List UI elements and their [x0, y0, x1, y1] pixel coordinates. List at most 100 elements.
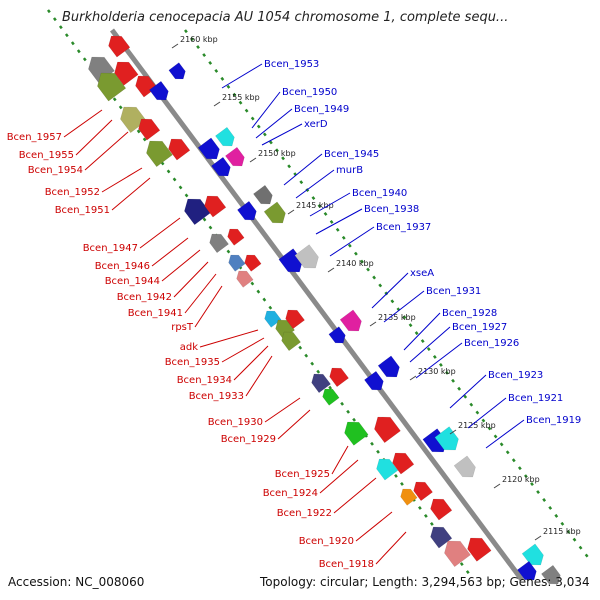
- gene-arrow-44[interactable]: [392, 452, 415, 475]
- gene-arrow-3[interactable]: [97, 72, 127, 102]
- gene-arrow-39[interactable]: [374, 416, 401, 444]
- gene-arrow-34[interactable]: [364, 370, 384, 391]
- reverse-gene-label[interactable]: Bcen_1933: [189, 391, 244, 402]
- gene-arrow-29[interactable]: [264, 310, 282, 328]
- gene-arrow-12[interactable]: [197, 137, 220, 160]
- reverse-gene-label[interactable]: adk: [180, 342, 198, 353]
- gene-arrow-27[interactable]: [339, 309, 362, 332]
- gene-arrow-26[interactable]: [236, 270, 254, 288]
- kbp-tick-label: 2140 kbp: [336, 259, 374, 268]
- gene-arrow-25[interactable]: [244, 254, 262, 272]
- gene-arrow-14[interactable]: [211, 156, 231, 177]
- forward-gene-label[interactable]: Bcen_1940: [352, 188, 407, 199]
- gene-arrow-0[interactable]: [108, 35, 131, 58]
- forward-gene-label[interactable]: Bcen_1919: [526, 415, 581, 426]
- forward-gene-label[interactable]: Bcen_1938: [364, 204, 419, 215]
- reverse-gene-label[interactable]: Bcen_1941: [128, 308, 183, 319]
- reverse-gene-label[interactable]: Bcen_1920: [299, 536, 354, 547]
- gene-arrow-13[interactable]: [225, 146, 245, 167]
- gene-arrow-47[interactable]: [430, 498, 453, 521]
- reverse-gene-label[interactable]: Bcen_1955: [19, 150, 74, 161]
- gene-arrow-43[interactable]: [376, 458, 399, 481]
- reverse-gene-label[interactable]: Bcen_1930: [208, 417, 263, 428]
- reverse-gene-label[interactable]: Bcen_1951: [55, 205, 110, 216]
- gene-arrow-28[interactable]: [328, 326, 346, 344]
- kbp-tick-label: 2135 kbp: [378, 313, 416, 322]
- gene-arrow-5[interactable]: [168, 62, 186, 80]
- reverse-gene-label[interactable]: Bcen_1944: [105, 276, 160, 287]
- gene-arrow-20[interactable]: [209, 233, 229, 254]
- reverse-gene-label[interactable]: Bcen_1925: [275, 469, 330, 480]
- gene-arrow-38[interactable]: [344, 421, 369, 446]
- gene-arrow-46[interactable]: [413, 481, 433, 502]
- label-leader: [333, 477, 377, 514]
- gene-arrow-50[interactable]: [467, 537, 492, 562]
- gene-arrow-49[interactable]: [444, 540, 471, 568]
- label-leader: [63, 109, 103, 138]
- reverse-gene-label[interactable]: Bcen_1922: [277, 508, 332, 519]
- gene-arrow-7[interactable]: [120, 106, 147, 134]
- gene-arrow-53[interactable]: [541, 564, 561, 585]
- forward-gene-label[interactable]: Bcen_1931: [426, 286, 481, 297]
- forward-gene-label[interactable]: murB: [336, 165, 363, 176]
- gene-arrow-37[interactable]: [322, 388, 340, 406]
- gene-arrow-36[interactable]: [329, 367, 349, 388]
- gene-arrow-8[interactable]: [138, 118, 161, 141]
- gene-arrow-16[interactable]: [204, 195, 227, 218]
- reverse-gene-label[interactable]: Bcen_1947: [83, 243, 138, 254]
- forward-gene-label[interactable]: Bcen_1937: [376, 222, 431, 233]
- gene-arrow-21[interactable]: [227, 228, 245, 246]
- gene-arrow-19[interactable]: [237, 200, 257, 221]
- forward-gene-label[interactable]: Bcen_1950: [282, 87, 337, 98]
- kbp-tick-label: 2130 kbp: [418, 367, 456, 376]
- forward-gene-label[interactable]: Bcen_1927: [452, 322, 507, 333]
- forward-gene-label[interactable]: Bcen_1949: [294, 104, 349, 115]
- gene-arrow-51[interactable]: [521, 543, 544, 566]
- forward-gene-label[interactable]: xseA: [410, 268, 434, 279]
- reverse-gene-label[interactable]: Bcen_1954: [28, 165, 83, 176]
- gene-arrow-4[interactable]: [135, 75, 158, 98]
- reverse-gene-label[interactable]: rpsT: [171, 322, 194, 333]
- topology-text: Topology: circular; Length: 3,294,563 bp…: [260, 575, 590, 589]
- gene-arrow-10[interactable]: [168, 138, 191, 161]
- kbp-tick-mark: [327, 267, 335, 273]
- gene-arrow-6[interactable]: [149, 80, 169, 101]
- gene-arrow-33[interactable]: [377, 355, 400, 378]
- gene-arrow-9[interactable]: [146, 140, 173, 168]
- reverse-gene-label[interactable]: Bcen_1918: [319, 559, 374, 570]
- reverse-gene-label[interactable]: Bcen_1934: [177, 375, 232, 386]
- forward-gene-label[interactable]: Bcen_1945: [324, 149, 379, 160]
- gene-arrow-45[interactable]: [400, 488, 418, 506]
- gene-arrow-23[interactable]: [294, 244, 319, 269]
- dotted-tracks: [46, 9, 591, 576]
- forward-gene-label[interactable]: Bcen_1923: [488, 370, 543, 381]
- gene-arrow-48[interactable]: [430, 526, 453, 549]
- label-leader: [221, 337, 265, 363]
- label-leader: [245, 355, 273, 397]
- gene-arrow-35[interactable]: [311, 373, 331, 394]
- reverse-gene-label[interactable]: Bcen_1957: [7, 132, 62, 143]
- gene-arrow-15[interactable]: [184, 198, 211, 226]
- forward-gene-label[interactable]: Bcen_1921: [508, 393, 563, 404]
- gene-arrow-42[interactable]: [453, 455, 476, 478]
- gene-arrow-24[interactable]: [228, 254, 246, 272]
- gene-arrow-52[interactable]: [517, 560, 537, 581]
- gene-arrow-11[interactable]: [215, 126, 235, 147]
- gene-arrow-2[interactable]: [114, 61, 139, 86]
- gene-arrow-32[interactable]: [281, 331, 301, 352]
- reverse-gene-label[interactable]: Bcen_1935: [165, 357, 220, 368]
- forward-gene-label[interactable]: Bcen_1953: [264, 59, 319, 70]
- reverse-gene-label[interactable]: Bcen_1924: [263, 488, 318, 499]
- gene-arrow-31[interactable]: [285, 309, 305, 330]
- reverse-gene-label[interactable]: Bcen_1942: [117, 292, 172, 303]
- reverse-gene-label[interactable]: Bcen_1946: [95, 261, 150, 272]
- gene-arrow-17[interactable]: [253, 184, 273, 205]
- label-leader: [251, 91, 281, 129]
- forward-gene-label[interactable]: Bcen_1926: [464, 338, 519, 349]
- gene-arrow-18[interactable]: [263, 201, 286, 224]
- forward-gene-label[interactable]: xerD: [304, 119, 328, 130]
- reverse-gene-label[interactable]: Bcen_1929: [221, 434, 276, 445]
- forward-gene-label[interactable]: Bcen_1928: [442, 308, 497, 319]
- reverse-gene-label[interactable]: Bcen_1952: [45, 187, 100, 198]
